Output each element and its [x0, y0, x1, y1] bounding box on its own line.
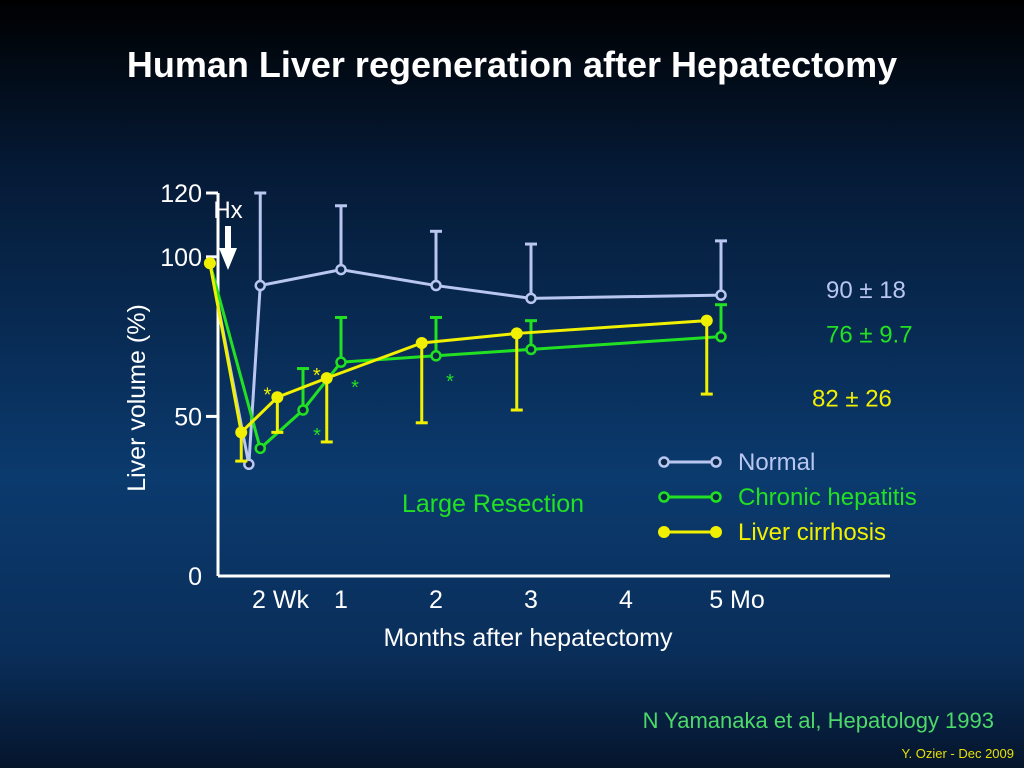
significance-star: * — [263, 384, 271, 406]
x-tick-label: 3 — [524, 586, 538, 614]
y-tick-label: 50 — [174, 403, 202, 431]
legend-marker — [710, 491, 722, 503]
series-line — [208, 262, 722, 465]
end-value-label: 90 ± 18 — [826, 277, 906, 304]
x-tick-label: 4 — [619, 586, 633, 614]
end-value-label: 82 ± 26 — [812, 385, 892, 412]
citation: N Yamanaka et al, Hepatology 1993 — [642, 708, 994, 733]
data-point — [254, 442, 266, 455]
end-value-label: 76 ± 9.7 — [826, 321, 913, 348]
author-credit: Y. Ozier - Dec 2009 — [901, 746, 1014, 761]
y-tick-label: 120 — [160, 180, 202, 208]
y-tick-label: 100 — [160, 244, 202, 272]
legend-label: Normal — [738, 449, 815, 476]
slide-title: Human Liver regeneration after Hepatecto… — [126, 44, 898, 85]
data-point — [320, 372, 333, 385]
data-point — [415, 337, 428, 350]
data-point — [510, 327, 523, 340]
data-point — [297, 404, 309, 416]
legend-marker — [710, 456, 722, 468]
data-point — [335, 356, 347, 368]
legend-label: Liver cirrhosis — [738, 519, 886, 546]
y-tick-label: 0 — [188, 563, 202, 591]
significance-star: * — [313, 425, 321, 447]
y-ticks: 0 50 100 120 — [160, 180, 218, 591]
chart-series: ** *** — [203, 191, 727, 471]
series-liver-cirrhosis: ** — [203, 257, 713, 463]
data-point — [430, 279, 442, 292]
y-axis-label: Liver volume (%) — [123, 304, 151, 492]
hx-arrow — [219, 226, 237, 270]
data-point — [335, 263, 347, 276]
series-chronic-hepatitis: * * * — [204, 257, 727, 455]
hepatectomy-marker: Hx — [213, 197, 243, 270]
x-tick-label: 2 Wk — [252, 586, 309, 614]
legend-marker — [658, 491, 670, 503]
chart-legend: Normal Chronic hepatitis Liver cirrhosis — [658, 449, 917, 546]
large-resection-label: Large Resection — [402, 490, 584, 518]
data-point — [715, 289, 727, 301]
data-point — [700, 314, 713, 327]
data-point — [271, 391, 284, 404]
significance-star: * — [313, 365, 321, 387]
data-point — [235, 426, 248, 439]
hx-label: Hx — [213, 197, 242, 224]
x-tick-label: 2 — [429, 586, 443, 614]
data-point — [203, 257, 216, 270]
significance-star: * — [351, 377, 359, 399]
data-point — [715, 330, 727, 343]
data-point — [430, 350, 442, 362]
legend-label: Chronic hepatitis — [738, 484, 917, 511]
legend-marker — [658, 526, 670, 538]
legend-marker — [710, 526, 722, 538]
data-point — [525, 343, 537, 356]
legend-marker — [658, 456, 670, 468]
significance-star: * — [446, 371, 454, 393]
data-point — [525, 292, 537, 305]
x-tick-label: 1 — [334, 586, 348, 614]
x-tick-label: 5 Mo — [709, 586, 765, 614]
x-ticks: 2 Wk 1 2 3 4 5 Mo — [252, 586, 765, 614]
x-axis-label: Months after hepatectomy — [383, 624, 673, 652]
end-value-labels: 90 ± 18 76 ± 9.7 82 ± 26 — [812, 277, 913, 413]
data-point — [254, 279, 266, 292]
